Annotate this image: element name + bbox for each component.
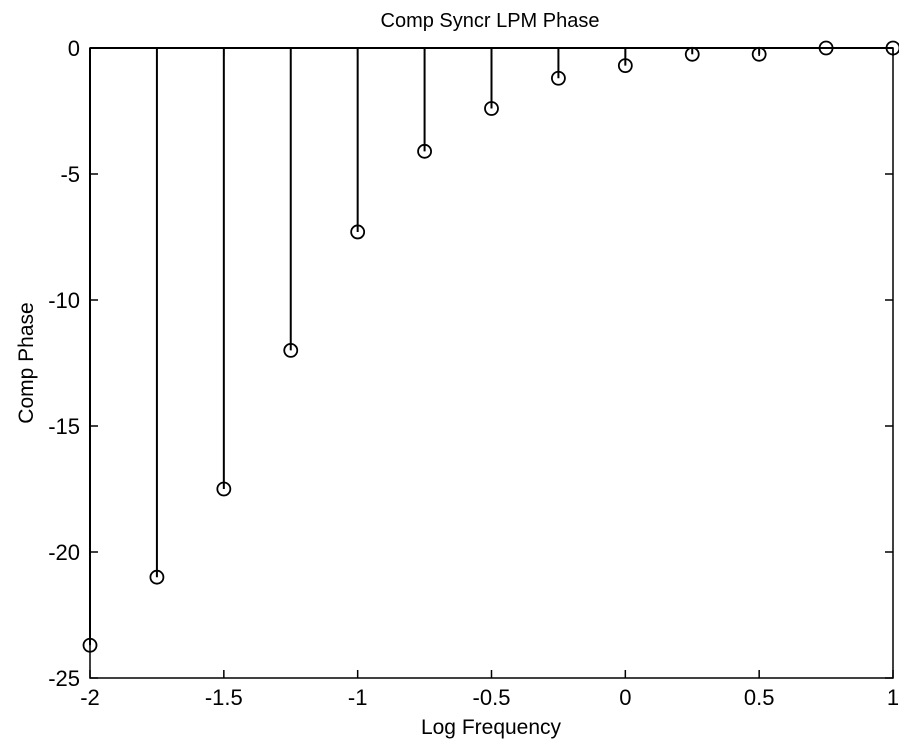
y-tick-label-3: -15	[48, 414, 80, 439]
y-tick-label-1: -5	[60, 162, 80, 187]
stem-marker-2	[216, 481, 232, 497]
y-tick-label-0: 0	[68, 36, 80, 61]
plot-frame	[89, 47, 894, 679]
chart-title: Comp Syncr LPM Phase	[381, 10, 600, 32]
x-axis: -2 -1.5 -1 -0.5 0 0.5 1	[80, 48, 899, 710]
x-tick-label-3: -0.5	[473, 685, 511, 710]
stem-marker-4	[350, 224, 366, 240]
stem-marker-10	[751, 46, 767, 62]
y-axis-label: Comp Phase	[15, 302, 38, 423]
stem-marker-3	[283, 342, 299, 358]
stem-marker-1	[149, 569, 165, 585]
stem-marker-6	[484, 101, 499, 116]
x-tick-label-4: 0	[619, 685, 631, 710]
stem-series	[82, 40, 899, 653]
x-tick-label-6: 1	[887, 685, 899, 710]
y-axis: 0 -5 -10 -15 -20 -25	[48, 36, 893, 691]
x-tick-label-2: -1	[348, 685, 368, 710]
x-axis-label: Log Frequency	[421, 716, 562, 739]
stem-marker-0	[82, 637, 98, 653]
y-tick-label-5: -25	[48, 666, 80, 691]
stem-marker-12	[885, 40, 899, 56]
stem-marker-11	[818, 40, 834, 56]
y-tick-label-4: -20	[48, 540, 80, 565]
x-tick-label-5: 0.5	[744, 685, 775, 710]
stem-marker-8	[617, 58, 633, 74]
x-tick-label-0: -2	[80, 685, 100, 710]
stem-marker-7	[551, 70, 566, 86]
stem-marker-5	[417, 143, 432, 159]
x-tick-label-1: -1.5	[205, 685, 243, 710]
y-tick-label-2: -10	[48, 288, 80, 313]
stem-marker-9	[684, 46, 700, 62]
